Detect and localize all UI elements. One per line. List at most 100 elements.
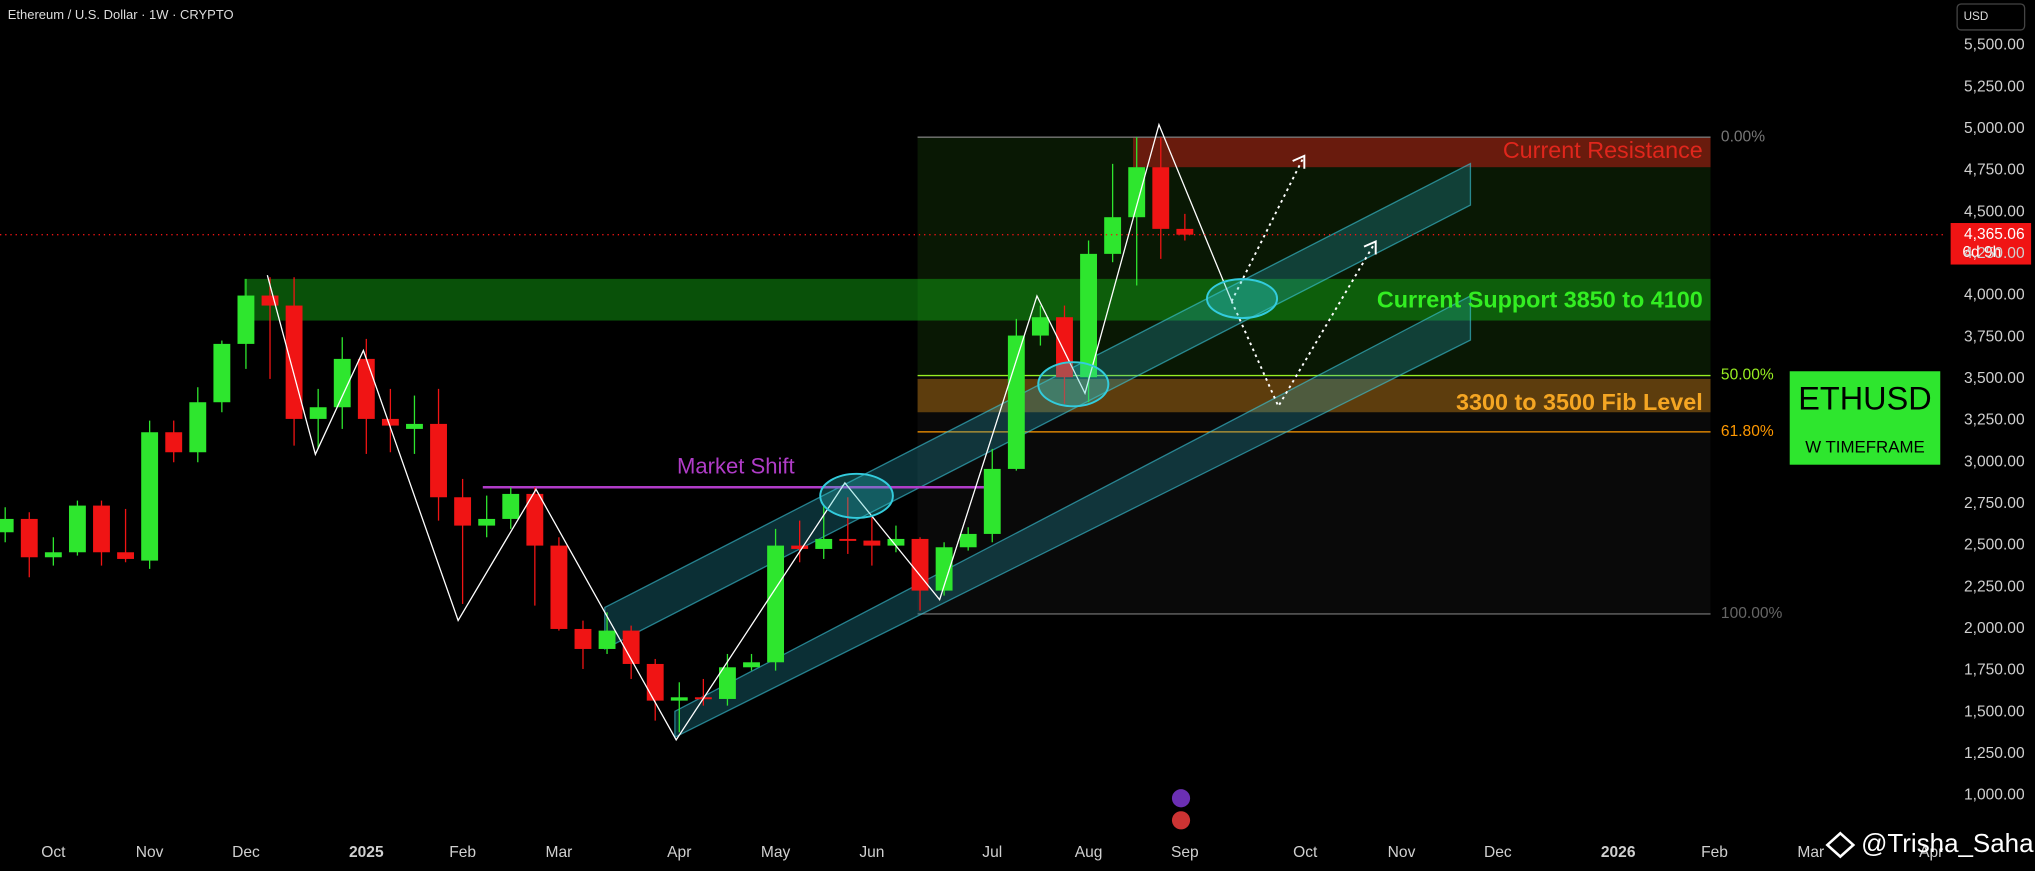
x-tick-label: Apr bbox=[1919, 844, 1943, 861]
candle-body bbox=[357, 358, 375, 419]
candle-body bbox=[381, 418, 399, 426]
highlight-circle bbox=[819, 472, 894, 519]
candle-body bbox=[406, 423, 423, 429]
currency-box[interactable] bbox=[1956, 3, 2026, 31]
x-tick-label: May bbox=[761, 844, 791, 861]
arrow-head bbox=[1292, 154, 1306, 169]
event-icon bbox=[1171, 811, 1191, 830]
candle-body bbox=[117, 552, 135, 559]
candle-body bbox=[550, 545, 568, 629]
highlight-circle bbox=[1037, 361, 1110, 408]
candle-body bbox=[430, 423, 447, 498]
y-tick-label: 2,000.00 bbox=[1964, 620, 2025, 637]
candle-body bbox=[478, 518, 496, 526]
last-price-label: 4,365.06 bbox=[1964, 226, 2025, 243]
candle-body bbox=[454, 497, 472, 526]
candle-body bbox=[1128, 167, 1146, 218]
x-tick-label: Sep bbox=[1171, 844, 1199, 861]
y-tick-label: 4,500.00 bbox=[1964, 203, 2025, 220]
y-tick-label: 2,750.00 bbox=[1964, 495, 2025, 512]
x-tick-label: 2026 bbox=[1601, 844, 1636, 861]
y-tick-label: 3,500.00 bbox=[1964, 370, 2025, 387]
y-tick-label: 5,500.00 bbox=[1964, 37, 2025, 54]
y-tick-label: 5,250.00 bbox=[1964, 78, 2025, 95]
watermark: @Trisha_Saha bbox=[1861, 830, 2034, 858]
candle-body bbox=[959, 533, 977, 548]
x-tick-label: Oct bbox=[1293, 844, 1318, 861]
y-tick-label: 3,750.00 bbox=[1964, 328, 2025, 345]
candle-body bbox=[743, 662, 760, 668]
candle-body bbox=[333, 358, 351, 408]
candle-body bbox=[1080, 253, 1097, 378]
candle-body bbox=[44, 552, 62, 558]
y-tick-label: 4,000.00 bbox=[1964, 287, 2025, 304]
candle-body bbox=[791, 545, 809, 549]
zone-label: Current Resistance bbox=[1503, 137, 1703, 163]
x-tick-label: Feb bbox=[449, 844, 476, 861]
candle-body bbox=[1152, 167, 1170, 229]
x-tick-label: Aug bbox=[1075, 844, 1103, 861]
candle-body bbox=[574, 628, 592, 649]
candle-body bbox=[767, 545, 785, 663]
y-tick-label: 1,750.00 bbox=[1964, 662, 2025, 679]
zone bbox=[917, 378, 1711, 413]
zone bbox=[243, 278, 1711, 321]
currency[interactable]: USD bbox=[1964, 10, 1989, 23]
candle-body bbox=[839, 538, 857, 541]
zone bbox=[1133, 137, 1711, 168]
candle-body bbox=[1104, 217, 1122, 254]
candle-body bbox=[309, 407, 327, 419]
candle-body bbox=[598, 630, 616, 649]
fib-label: 61.80% bbox=[1721, 423, 1774, 440]
candle-body bbox=[502, 493, 520, 519]
y-tick-label: 4,750.00 bbox=[1964, 162, 2025, 179]
fib-label: 100.00% bbox=[1721, 605, 1783, 622]
candle-body bbox=[935, 547, 953, 591]
candle-body bbox=[93, 505, 110, 553]
chart-title: Ethereum / U.S. Dollar · 1W · CRYPTO bbox=[8, 7, 234, 22]
y-tick-label: 1,000.00 bbox=[1964, 787, 2025, 804]
x-tick-label: Jul bbox=[982, 844, 1002, 861]
x-tick-label: Mar bbox=[1797, 844, 1824, 861]
arrow-head bbox=[1363, 239, 1377, 255]
candle-body bbox=[285, 305, 303, 419]
x-tick-label: Feb bbox=[1701, 844, 1728, 861]
candle-body bbox=[887, 538, 905, 546]
candle-body bbox=[141, 432, 159, 561]
y-tick-label: 3,250.00 bbox=[1964, 412, 2025, 429]
badge-box bbox=[1789, 371, 1941, 465]
watermark-logo bbox=[1825, 831, 1856, 859]
event-icon bbox=[1171, 789, 1191, 808]
last-price-box bbox=[1950, 223, 2032, 265]
y-tick-label: 1,500.00 bbox=[1964, 703, 2025, 720]
highlight-circle bbox=[1206, 278, 1279, 320]
candle-body bbox=[718, 667, 736, 699]
x-tick-label: 2025 bbox=[349, 844, 384, 861]
candle-body bbox=[1007, 335, 1025, 469]
candle-body bbox=[237, 295, 255, 344]
zigzag bbox=[266, 122, 1233, 742]
annotation-text: Market Shift bbox=[677, 454, 795, 479]
candle-body bbox=[911, 538, 929, 591]
x-tick-label: Dec bbox=[232, 844, 260, 861]
y-tick-label: 4,250.00 bbox=[1964, 245, 2025, 262]
x-tick-label: Nov bbox=[1388, 844, 1416, 861]
candle-body bbox=[261, 295, 279, 306]
candle-body bbox=[189, 402, 207, 453]
x-tick-label: Jun bbox=[859, 844, 884, 861]
candle-body bbox=[1031, 317, 1049, 336]
candle-body bbox=[670, 697, 688, 701]
y-tick-label: 2,250.00 bbox=[1964, 578, 2025, 595]
candle-body bbox=[213, 343, 231, 403]
candle-body bbox=[68, 505, 86, 553]
channel-lower bbox=[674, 294, 1472, 739]
fib-label: 0.00% bbox=[1721, 128, 1765, 145]
candle-body bbox=[863, 540, 881, 546]
projection-1 bbox=[1230, 155, 1306, 302]
y-tick-label: 1,250.00 bbox=[1964, 745, 2025, 762]
candle-body bbox=[622, 630, 640, 664]
candle-body bbox=[526, 493, 544, 546]
candle-body bbox=[1176, 228, 1194, 235]
